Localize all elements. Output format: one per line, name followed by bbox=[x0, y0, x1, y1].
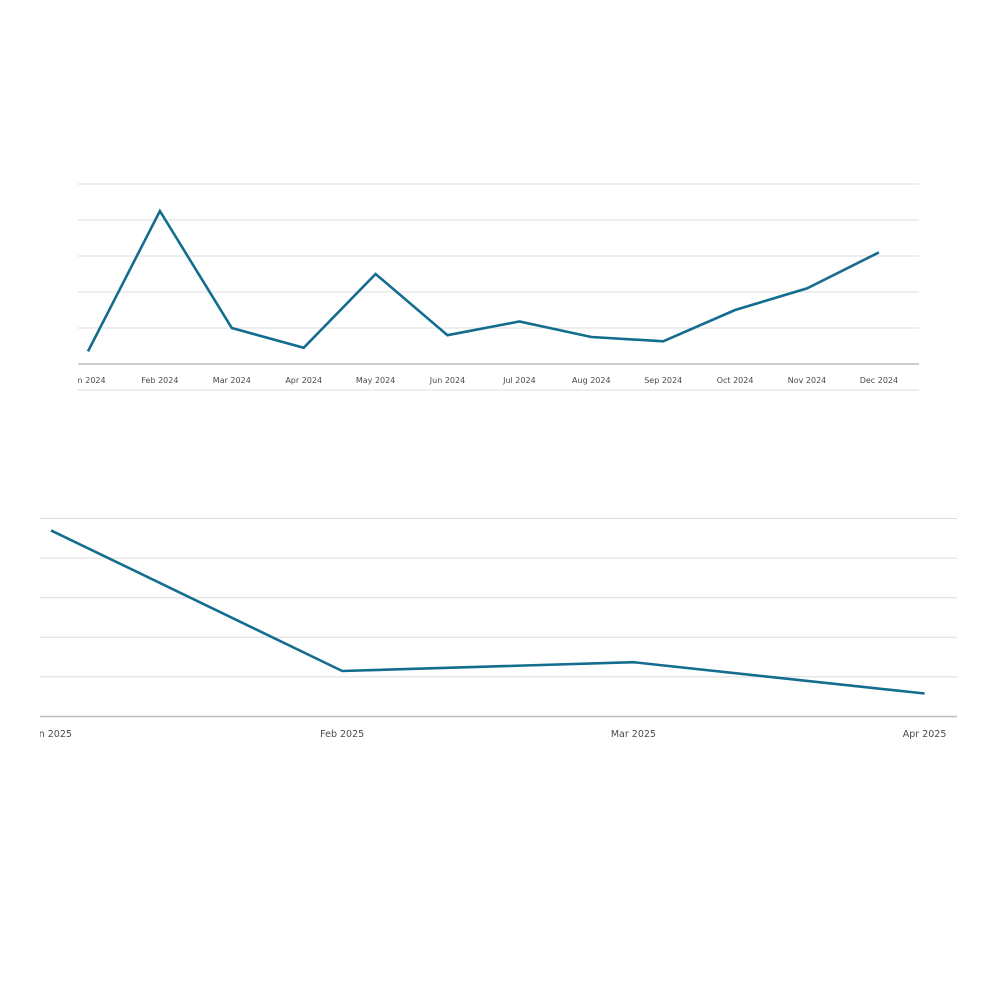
chart-2024-x-tick-label: Feb 2024 bbox=[141, 376, 178, 385]
line-chart-2024-canvas: Jan 2024 Feb 2024 Mar 2024 Apr 2024 May 2024… bbox=[69, 183, 919, 391]
chart-2024-data-point bbox=[157, 209, 162, 214]
line-chart-2024: Jan 2024 Feb 2024 Mar 2024 Apr 2024 May 2024… bbox=[0, 160, 997, 410]
chart-2024-data-point bbox=[805, 286, 810, 291]
chart-2025-x-tick-label: Mar 2025 bbox=[611, 729, 656, 740]
chart-2024-x-tick-label: Dec 2024 bbox=[860, 376, 898, 385]
chart-2024-data-point bbox=[229, 326, 234, 331]
chart-2024-data-point bbox=[301, 345, 306, 350]
chart-2024-x-tick-label: Apr 2024 bbox=[285, 376, 322, 385]
chart-2024-x-tick-label: Jun 2024 bbox=[429, 376, 465, 385]
chart-2025-x-tick-label: Jan 2025 bbox=[29, 729, 72, 740]
chart-2024-x-tick-label: Sep 2024 bbox=[644, 376, 682, 385]
chart-2025-data-point bbox=[922, 691, 927, 696]
chart-2024-data-point bbox=[733, 308, 738, 313]
chart-2025-data-point bbox=[340, 668, 345, 673]
chart-2025-x-tick-label: Feb 2025 bbox=[320, 729, 364, 740]
chart-2024-data-point bbox=[86, 349, 91, 354]
chart-2024-x-tick-label: May 2024 bbox=[356, 376, 395, 385]
chart-2025-data-point bbox=[49, 528, 54, 533]
line-chart-2025: Jan 2025 Feb 2025 Mar 2025 Apr 2025 bbox=[0, 500, 997, 760]
chart-2024-x-tick-label: Nov 2024 bbox=[788, 376, 827, 385]
chart-2025-gridlines bbox=[40, 518, 957, 678]
chart-2024-data-point bbox=[517, 319, 522, 324]
chart-2024-series-line bbox=[86, 208, 880, 352]
chart-2024-data-point bbox=[661, 339, 666, 344]
chart-2024-x-tick-label: Oct 2024 bbox=[717, 376, 754, 385]
chart-2024-x-tick-label: Jan 2024 bbox=[69, 376, 105, 385]
chart-2025-x-tick-label: Apr 2025 bbox=[903, 729, 947, 740]
chart-2025-series-line bbox=[50, 529, 925, 695]
line-chart-2025-canvas: Jan 2025 Feb 2025 Mar 2025 Apr 2025 bbox=[29, 518, 957, 740]
chart-2024-x-tick-label: Mar 2024 bbox=[213, 376, 251, 385]
chart-2024-data-point bbox=[589, 335, 594, 340]
chart-2024-x-tick-label: Aug 2024 bbox=[572, 376, 611, 385]
chart-2024-data-point bbox=[445, 333, 450, 338]
chart-2025-x-tick-labels: Jan 2025 Feb 2025 Mar 2025 Apr 2025 bbox=[29, 729, 947, 740]
chart-2024-x-tick-label: Jul 2024 bbox=[502, 376, 536, 385]
chart-2024-data-point bbox=[373, 272, 378, 277]
chart-2024-x-tick-labels: Jan 2024 Feb 2024 Mar 2024 Apr 2024 May 2024… bbox=[69, 376, 898, 385]
chart-2025-data-point bbox=[631, 660, 636, 665]
chart-2024-data-point bbox=[876, 250, 881, 255]
chart-2024-gridlines bbox=[78, 183, 919, 391]
